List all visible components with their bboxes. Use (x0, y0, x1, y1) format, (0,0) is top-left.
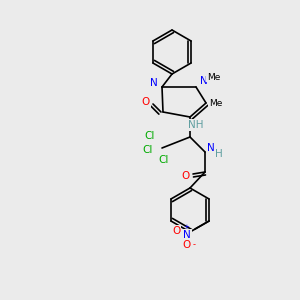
Text: NH: NH (188, 120, 204, 130)
Text: N: N (183, 230, 191, 240)
Text: O: O (182, 240, 190, 250)
Text: Me: Me (209, 98, 223, 107)
Text: N: N (150, 78, 158, 88)
Text: -: - (193, 240, 196, 249)
Text: H: H (215, 149, 223, 159)
Text: Cl: Cl (145, 131, 155, 141)
Text: O: O (142, 97, 150, 107)
Text: +: + (183, 224, 189, 230)
Text: Cl: Cl (143, 145, 153, 155)
Text: O: O (172, 226, 180, 236)
Text: N: N (207, 143, 215, 153)
Text: O: O (181, 171, 189, 181)
Text: N: N (200, 76, 208, 86)
Text: Cl: Cl (159, 155, 169, 165)
Text: Me: Me (207, 73, 221, 82)
